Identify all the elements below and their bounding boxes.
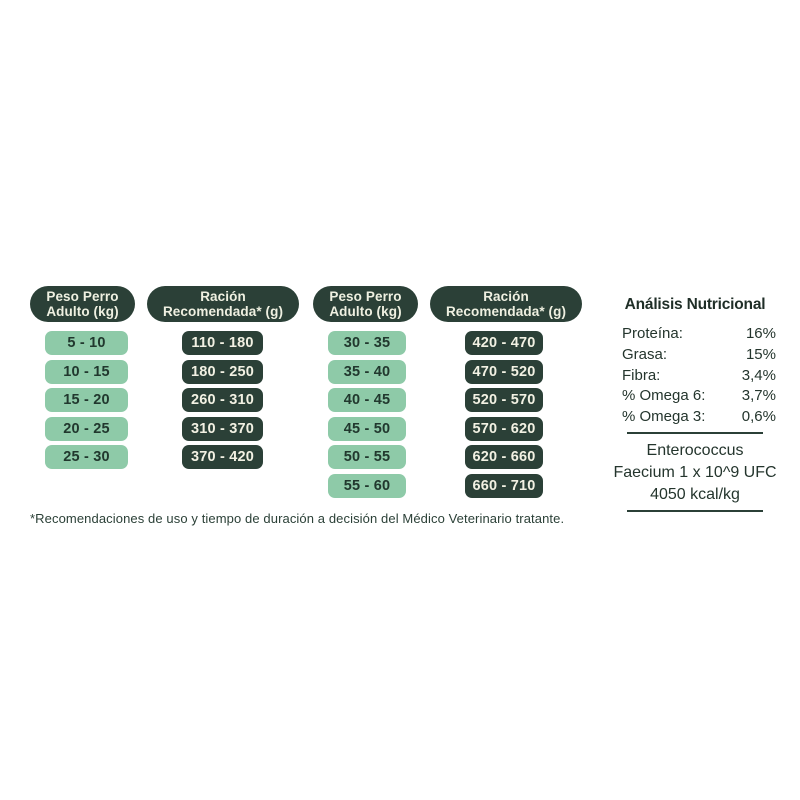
ration-cell: 310 - 370 (182, 416, 263, 441)
weight-cell: 15 - 20 (45, 388, 128, 413)
ration-cell: 420 - 470 (465, 331, 543, 355)
nutrition-panel: Análisis Nutricional Proteína: 16% Grasa… (610, 295, 780, 512)
ration-cell: 660 - 710 (465, 473, 543, 498)
ration-header-line2: Recomendada* (g) (162, 304, 284, 319)
supplement-line: Enterococcus (646, 441, 744, 459)
ration-cell: 620 - 660 (465, 445, 543, 470)
nutrition-row: % Omega 3: 0,6% (622, 407, 776, 428)
weight-cell: 20 - 25 (45, 416, 128, 441)
nutrition-title: Análisis Nutricional (624, 296, 766, 313)
calorie-content: 4050 kcal/kg (650, 485, 740, 503)
weight-cell: 55 - 60 (328, 473, 406, 498)
weight-header-line1: Peso Perro (329, 289, 402, 304)
weight-cell: 5 - 10 (45, 331, 128, 355)
nutrient-value: 16% (745, 325, 776, 342)
weight-header-line2: Adulto (kg) (46, 304, 119, 319)
weight-header-line1: Peso Perro (46, 289, 119, 304)
nutrient-value: 0,6% (741, 408, 776, 426)
weight-cell: 50 - 55 (328, 445, 406, 470)
nutrition-row: % Omega 6: 3,7% (622, 386, 776, 407)
ration-header-large-dogs: Ración Recomendada* (g) (430, 286, 582, 322)
nutrient-label: % Omega 3: (622, 408, 706, 426)
weight-header-small-dogs: Peso Perro Adulto (kg) (30, 286, 135, 322)
weight-column-large-dogs: 30 - 35 35 - 40 40 - 45 45 - 50 50 - 55 … (328, 331, 406, 498)
nutrition-row: Grasa: 15% (622, 345, 776, 366)
divider-bottom (627, 509, 763, 512)
ration-cell: 520 - 570 (465, 388, 543, 413)
footnote: *Recomendaciones de uso y tiempo de dura… (30, 511, 565, 526)
ration-header-line2: Recomendada* (g) (445, 304, 567, 319)
weight-cell: 10 - 15 (45, 359, 128, 384)
nutrient-label: Fibra: (622, 366, 661, 384)
supplement-info: Enterococcus Faecium 1 x 10^9 UFC 4050 k… (610, 440, 780, 506)
ration-column-small-dogs: 110 - 180 180 - 250 260 - 310 310 - 370 … (182, 331, 263, 470)
ration-header-small-dogs: Ración Recomendada* (g) (147, 286, 299, 322)
weight-cell: 40 - 45 (328, 388, 406, 413)
nutrient-label: Proteína: (622, 325, 683, 342)
weight-column-small-dogs: 5 - 10 10 - 15 15 - 20 20 - 25 25 - 30 (45, 331, 128, 470)
ration-cell: 180 - 250 (182, 359, 263, 384)
weight-cell: 30 - 35 (328, 331, 406, 355)
ration-header-line1: Ración (483, 289, 529, 304)
ration-cell: 110 - 180 (182, 331, 263, 355)
divider-top (627, 431, 763, 434)
nutrition-rows: Proteína: 16% Grasa: 15% Fibra: 3,4% % O… (610, 324, 780, 428)
weight-header-line2: Adulto (kg) (329, 304, 402, 319)
nutrition-row: Proteína: 16% (622, 324, 776, 345)
nutrient-value: 3,4% (741, 366, 776, 384)
ration-column-large-dogs: 420 - 470 470 - 520 520 - 570 570 - 620 … (465, 331, 543, 498)
ration-header-line1: Ración (200, 289, 246, 304)
nutrient-label: % Omega 6: (622, 387, 706, 405)
supplement-line: Faecium 1 x 10^9 UFC (613, 463, 777, 481)
weight-cell: 35 - 40 (328, 359, 406, 384)
ration-cell: 470 - 520 (465, 359, 543, 384)
weight-header-large-dogs: Peso Perro Adulto (kg) (313, 286, 418, 322)
nutrition-row: Fibra: 3,4% (622, 366, 776, 387)
ration-cell: 570 - 620 (465, 416, 543, 441)
weight-cell: 45 - 50 (328, 416, 406, 441)
nutrient-value: 3,7% (741, 387, 776, 405)
ration-cell: 370 - 420 (182, 445, 263, 470)
ration-cell: 260 - 310 (182, 388, 263, 413)
nutrient-label: Grasa: (622, 345, 668, 363)
weight-cell: 25 - 30 (45, 445, 128, 470)
nutrient-value: 15% (745, 345, 776, 363)
